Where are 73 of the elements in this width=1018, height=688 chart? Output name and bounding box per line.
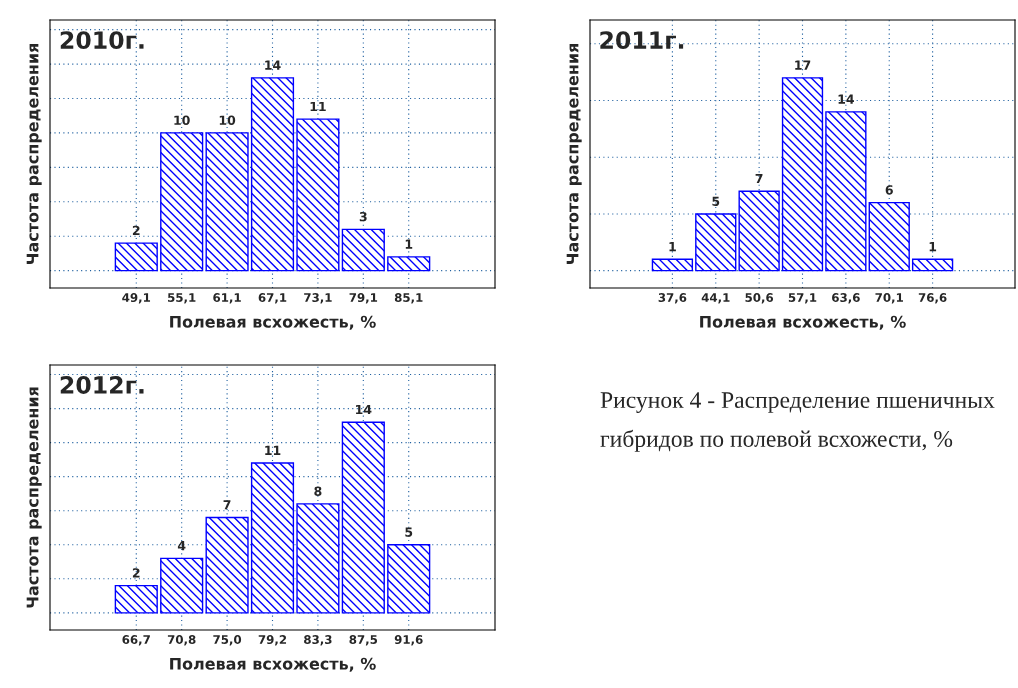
- x-axis-title: Полевая всхожесть, %: [170, 657, 376, 672]
- data-label: 11: [265, 445, 281, 455]
- y-axis-title: Частота распределения: [26, 387, 42, 608]
- bar: [781, 77, 824, 272]
- x-tick-label: 83,3: [304, 635, 332, 646]
- y-axis-title: Частота распределения: [566, 43, 582, 265]
- x-tick-label: 79,1: [349, 293, 378, 304]
- x-tick-label: 55,1: [168, 293, 196, 304]
- chart-title: 2012г.: [60, 376, 144, 394]
- data-label: 10: [174, 115, 190, 125]
- x-tick-label: 79,2: [258, 635, 287, 646]
- x-tick-label: 50,6: [745, 293, 774, 304]
- bar: [160, 132, 204, 272]
- bar: [296, 118, 340, 272]
- bar: [205, 516, 249, 614]
- bar: [738, 190, 780, 272]
- data-label: 14: [265, 60, 281, 70]
- x-tick-label: 73,1: [304, 293, 332, 304]
- chart-title: 2010г.: [60, 31, 144, 49]
- bar: [868, 201, 910, 272]
- bar: [160, 557, 204, 614]
- bar: [387, 256, 431, 272]
- x-tick-label: 87,5: [349, 635, 378, 646]
- data-label: 10: [219, 115, 236, 125]
- x-axis-title: Полевая всхожесть, %: [700, 315, 906, 330]
- x-tick-label: 61,1: [213, 293, 241, 304]
- bar: [651, 258, 694, 272]
- x-tick-label: 63,6: [832, 293, 860, 304]
- bar: [114, 584, 158, 614]
- x-tick-label: 75,0: [213, 635, 242, 646]
- data-label: 6: [885, 185, 893, 195]
- y-axis-title: Частота распределения: [26, 43, 42, 265]
- chart-title: 2011г.: [600, 31, 684, 49]
- bar: [114, 242, 158, 272]
- data-label: 4: [177, 541, 186, 551]
- data-label: 14: [356, 404, 372, 415]
- data-label: 14: [838, 94, 854, 104]
- text: Рисунок 4 - Распределение пшеничных гибридов по полевой всхожести, %: [600, 392, 995, 452]
- data-label: 3: [359, 211, 367, 222]
- bar: [205, 132, 249, 272]
- data-label: 5: [405, 527, 413, 537]
- data-label: 11: [310, 101, 326, 111]
- x-tick-label: 57,1: [788, 293, 817, 304]
- data-label: 1: [929, 242, 937, 252]
- x-tick-label: 66,7: [122, 635, 150, 646]
- bar: [911, 258, 954, 272]
- data-label: 2: [132, 568, 140, 578]
- bar: [695, 213, 737, 272]
- bar: [341, 421, 385, 614]
- x-tick-label: 91,6: [394, 635, 423, 646]
- data-label: 7: [223, 500, 231, 510]
- data-label: 2: [132, 225, 140, 235]
- x-tick-label: 70,1: [875, 293, 903, 304]
- x-tick-label: 76,6: [918, 293, 947, 304]
- bar: [825, 111, 867, 272]
- bar: [296, 503, 340, 614]
- data-label: 8: [314, 486, 322, 496]
- x-tick-label: 44,1: [701, 293, 730, 304]
- data-label: 1: [669, 242, 676, 252]
- data-label: 1: [405, 239, 413, 249]
- bar: [250, 77, 295, 272]
- x-tick-label: 49,1: [122, 293, 151, 304]
- x-tick-label: 37,6: [658, 293, 687, 304]
- data-label: 17: [795, 60, 811, 70]
- x-tick-label: 85,1: [394, 293, 423, 304]
- x-tick-label: 67,1: [258, 293, 287, 304]
- x-axis-title: Полевая всхожесть, %: [170, 315, 376, 330]
- x-tick-label: 70,8: [167, 635, 196, 646]
- bar: [341, 228, 385, 272]
- data-label: 5: [712, 196, 720, 206]
- bar: [250, 462, 295, 614]
- data-label: 7: [755, 173, 763, 184]
- bar: [387, 544, 431, 614]
